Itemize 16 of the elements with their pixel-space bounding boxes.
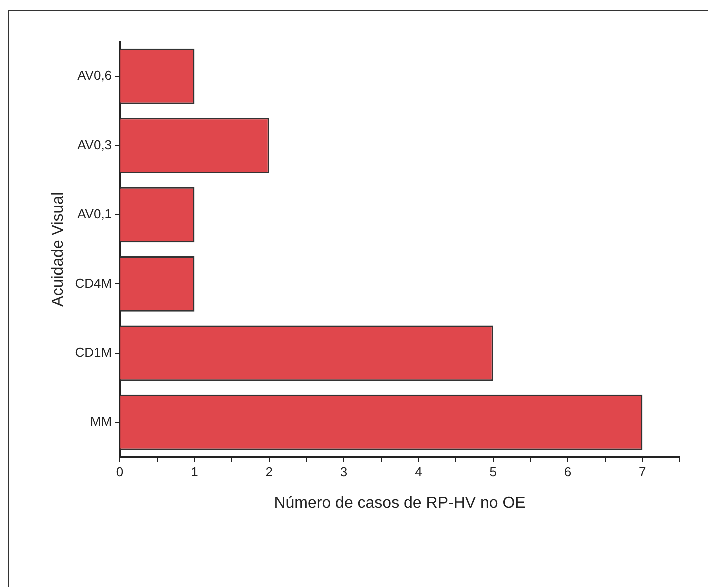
x-tick-label: 6 bbox=[564, 464, 572, 480]
x-axis-title: Número de casos de RP-HV no OE bbox=[274, 494, 526, 512]
y-tick-label: CD4M bbox=[75, 276, 112, 291]
x-tick-label: 2 bbox=[266, 464, 273, 480]
y-tick-label: AV0,1 bbox=[78, 206, 112, 222]
x-tick-label: 0 bbox=[116, 464, 124, 480]
y-tick-label: MM bbox=[90, 414, 112, 430]
x-tick-label: 4 bbox=[415, 464, 422, 480]
y-tick-label: CD1M bbox=[75, 344, 112, 360]
x-tick-label: 1 bbox=[191, 464, 198, 480]
y-tick-label: AV0,3 bbox=[78, 137, 112, 152]
x-tick-label: 3 bbox=[340, 464, 348, 480]
y-axis-title: Acuidade Visual bbox=[50, 192, 68, 307]
y-tick-label: AV0,6 bbox=[78, 68, 112, 84]
x-tick-label: 5 bbox=[490, 464, 497, 480]
x-tick-label: 7 bbox=[639, 464, 646, 480]
